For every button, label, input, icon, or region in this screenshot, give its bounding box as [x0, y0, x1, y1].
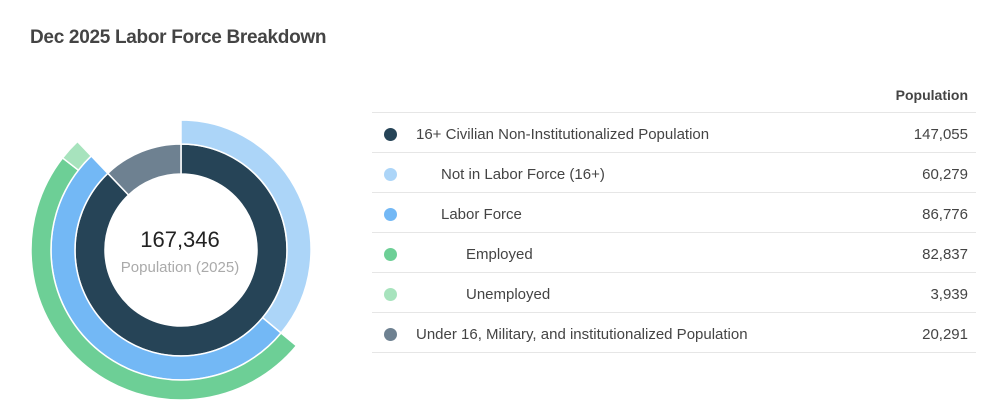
- legend-row-civilian[interactable]: 16+ Civilian Non-Institutionalized Popul…: [372, 113, 976, 153]
- legend-row-value: 147,055: [913, 126, 968, 143]
- legend-row-unemployed[interactable]: Unemployed 3,939: [372, 273, 976, 313]
- population-column-header: Population: [895, 87, 968, 103]
- legend-table-header: Population: [372, 80, 976, 113]
- legend-dot-icon: [384, 328, 397, 341]
- legend-row-value: 3,939: [930, 286, 968, 303]
- legend-dot-icon: [384, 208, 397, 221]
- center-total-label: Population (2025): [120, 259, 240, 276]
- legend-row-label: Under 16, Military, and institutionalize…: [416, 326, 748, 343]
- legend-row-employed[interactable]: Employed 82,837: [372, 233, 976, 273]
- legend-dot-icon: [384, 168, 397, 181]
- legend-row-value: 60,279: [922, 166, 968, 183]
- legend-row-label: Labor Force: [441, 206, 522, 223]
- sunburst-segment-unemployed[interactable]: [61, 140, 93, 172]
- legend-row-label: Not in Labor Force (16+): [441, 166, 605, 183]
- legend-dot-icon: [384, 128, 397, 141]
- sunburst-chart: [30, 119, 312, 401]
- legend-row-value: 20,291: [922, 326, 968, 343]
- legend-row-value: 86,776: [922, 206, 968, 223]
- legend-row-under-16[interactable]: Under 16, Military, and institutionalize…: [372, 313, 976, 353]
- legend-row-label: 16+ Civilian Non-Institutionalized Popul…: [416, 126, 710, 143]
- legend-table: Population 16+ Civilian Non-Institutiona…: [372, 80, 976, 353]
- legend-row-value: 82,837: [922, 246, 968, 263]
- legend-row-not-in-labor-force[interactable]: Not in Labor Force (16+) 60,279: [372, 153, 976, 193]
- legend-row-label: Unemployed: [466, 286, 551, 303]
- legend-row-label: Employed: [466, 246, 533, 263]
- legend-dot-icon: [384, 288, 397, 301]
- legend-row-labor-force[interactable]: Labor Force 86,776: [372, 193, 976, 233]
- legend-dot-icon: [384, 248, 397, 261]
- chart-title: Dec 2025 Labor Force Breakdown: [30, 27, 327, 48]
- center-total-value: 167,346: [140, 227, 220, 252]
